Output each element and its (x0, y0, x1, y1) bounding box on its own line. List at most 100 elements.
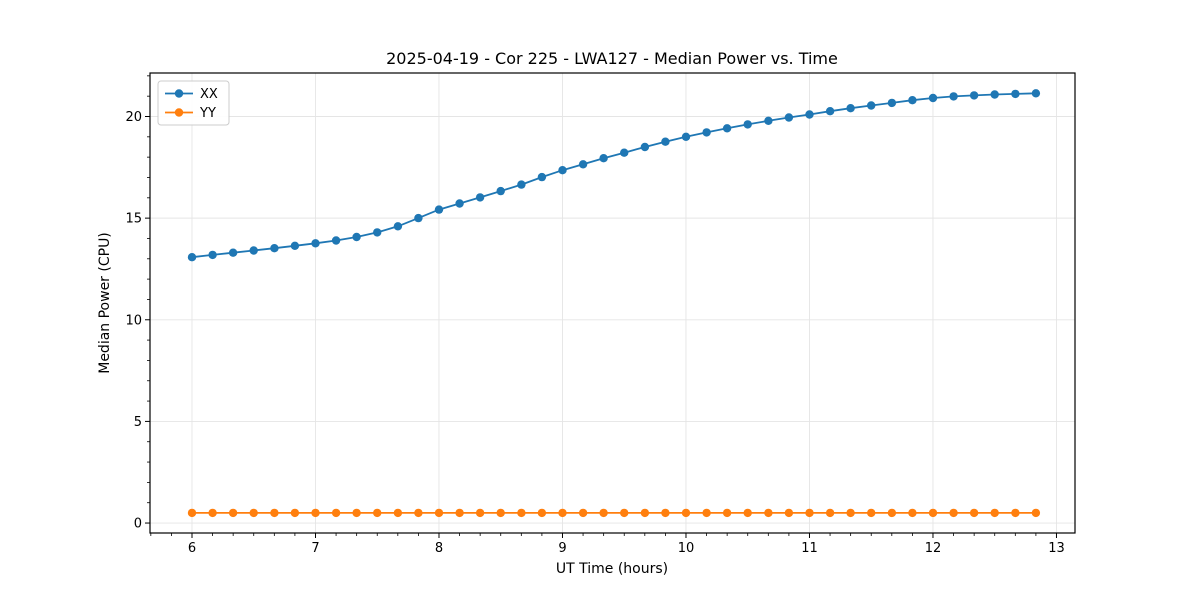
series-XX-marker (187, 253, 197, 262)
x-tick-label: 8 (435, 541, 443, 556)
series-XX-marker (475, 193, 485, 202)
x-tick-label: 10 (678, 541, 695, 556)
series-XX-marker (825, 107, 835, 116)
y-tick-label: 20 (125, 110, 142, 125)
series-XX-marker (352, 232, 361, 242)
series-XX-marker (805, 110, 814, 119)
x-tick-label: 6 (188, 541, 196, 556)
series-XX-marker (743, 120, 752, 129)
tick-labels: 6 7 8 9 10 11 12 13 0 5 10 15 20 (125, 110, 1064, 556)
series-XX-marker (928, 93, 938, 103)
series-YY-marker (681, 508, 691, 518)
series-XX-marker (599, 154, 608, 163)
series-YY-marker (352, 508, 361, 518)
plot-frame (149, 72, 1076, 534)
series-XX-marker (846, 104, 855, 113)
series-YY-marker (249, 508, 258, 518)
series-XX-marker (228, 248, 238, 257)
series-XX-marker (1011, 89, 1020, 99)
series-XX-marker (867, 101, 876, 110)
x-tick-label: 12 (925, 541, 942, 556)
series-YY-marker (475, 508, 485, 518)
series-YY-marker (743, 508, 752, 518)
series-XX-marker (784, 113, 794, 122)
series-XX-marker (661, 137, 670, 146)
series-XX-marker (1031, 89, 1041, 98)
legend-box (157, 80, 230, 126)
series-XX-marker (537, 172, 547, 182)
series-XX-marker (249, 246, 258, 255)
series-YY-marker (969, 508, 979, 518)
series-YY-marker (187, 508, 197, 518)
series-XX-marker (969, 91, 979, 100)
series-XX-marker (414, 213, 423, 223)
series-XX-marker (558, 166, 567, 175)
series-XX-marker (270, 244, 279, 253)
series-XX-marker (496, 186, 505, 196)
legend: XX YY (157, 80, 230, 126)
series-XX-marker (331, 236, 341, 245)
series-XX-marker (640, 142, 650, 152)
series-YY-marker (1011, 508, 1020, 518)
series-XX-marker (990, 90, 999, 99)
series-YY-marker (434, 508, 444, 518)
series-YY-marker (228, 508, 238, 518)
y-axis-label: Median Power (CPU) (97, 232, 113, 374)
legend-label-XX: XX (200, 87, 218, 102)
series-XX-marker (455, 199, 464, 208)
x-tick-label: 13 (1048, 541, 1065, 556)
series-YY-marker (640, 508, 650, 518)
series-XX-marker (908, 96, 917, 105)
legend-label-YY: YY (199, 106, 216, 121)
series-YY-marker (558, 508, 567, 518)
series-YY-marker (208, 508, 217, 518)
series-YY-marker (599, 508, 608, 518)
series-YY-marker (702, 508, 711, 518)
series-YY-marker (311, 508, 320, 518)
data-series (187, 89, 1041, 518)
x-axis-label: UT Time (hours) (556, 561, 668, 577)
series-YY-marker (1031, 508, 1041, 518)
series-YY-marker (620, 508, 629, 518)
legend-marker-YY (174, 108, 184, 117)
series-YY-marker (949, 508, 958, 518)
series-YY-marker (805, 508, 814, 518)
series-YY-marker (290, 508, 300, 518)
chart-title: 2025-04-19 - Cor 225 - LWA127 - Median P… (386, 49, 838, 68)
series-YY-marker (887, 508, 897, 518)
series-YY-marker (578, 508, 588, 518)
legend-marker-XX (174, 89, 184, 98)
x-tick-label: 9 (558, 541, 566, 556)
series-YY-marker (331, 508, 341, 518)
x-tick-label: 11 (801, 541, 818, 556)
series-XX-marker (290, 241, 300, 250)
series-YY-marker (270, 508, 279, 518)
series-YY-marker (661, 508, 670, 518)
series-XX-marker (517, 180, 526, 189)
series-XX-marker (702, 128, 711, 137)
series-YY-marker (393, 508, 403, 518)
series-YY-marker (373, 508, 382, 518)
series-YY-marker (867, 508, 876, 518)
series-YY-marker (908, 508, 917, 518)
gridlines (150, 73, 1075, 533)
series-YY-marker (846, 508, 855, 518)
series-XX-marker (311, 239, 320, 248)
series-XX-marker (373, 228, 382, 237)
series-YY-marker (784, 508, 794, 518)
series-XX-marker (681, 132, 691, 141)
series-XX-marker (722, 124, 732, 133)
major-ticks (145, 115, 1057, 538)
series-YY-marker (517, 508, 526, 518)
series-XX-marker (887, 98, 897, 108)
series-XX-marker (434, 205, 444, 214)
y-tick-label: 15 (125, 212, 142, 227)
x-tick-label: 7 (311, 541, 319, 556)
y-tick-label: 0 (134, 517, 142, 532)
y-tick-label: 5 (134, 415, 142, 430)
series-YY-marker (496, 508, 505, 518)
series-YY-marker (455, 508, 464, 518)
series-XX-marker (208, 250, 217, 260)
series-XX-marker (578, 160, 588, 169)
series-YY-marker (537, 508, 547, 518)
